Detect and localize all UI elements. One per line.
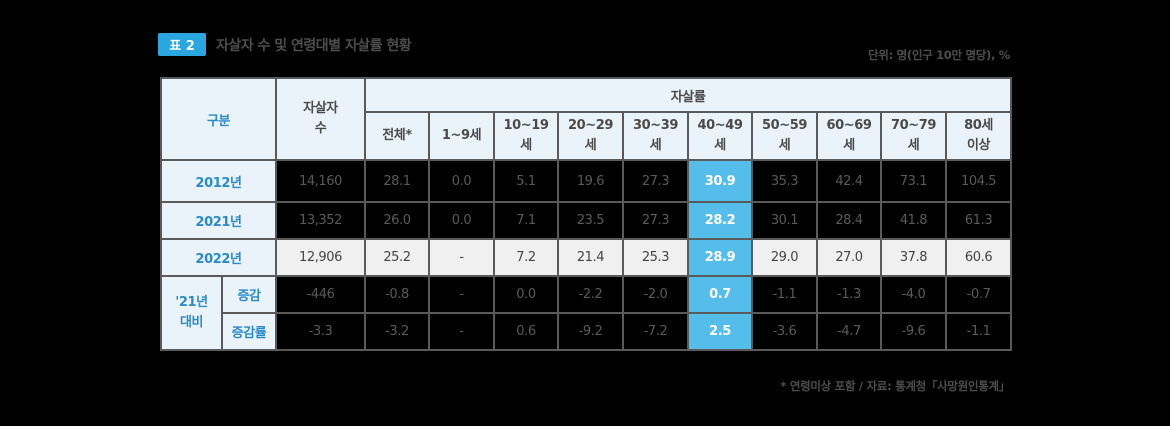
rate-cell: 0.6: [493, 312, 559, 351]
rate-cell: -1.3: [816, 275, 882, 314]
rate-cell: 25.2: [364, 238, 430, 277]
header-rate-col: 70~79 세: [880, 111, 947, 161]
row-label: 2022년: [160, 238, 277, 277]
rate-cell: -: [428, 275, 495, 314]
rate-cell: 2.5: [687, 312, 753, 351]
table-row: '21년 대비 증감 -446 -0.8-0.0 -2.2 -2.0 0.7 -1.1 -1.3-…: [160, 275, 1013, 351]
rate-cell: 30.1: [751, 201, 818, 240]
rate-cell: 27.3: [622, 159, 689, 203]
rate-cell: 25.3: [622, 238, 689, 277]
row-label: 2012년: [160, 159, 277, 203]
rate-cell: -1.1: [751, 275, 818, 314]
table-row: 2012년 14,160 28.1 0.0 5.1 19.6 27.3 30.9 35.3 42.…: [160, 159, 1013, 203]
compare-row-label: 증감: [221, 275, 277, 314]
header-category: 구분: [160, 77, 277, 161]
header-rate-col: 전체*: [364, 111, 430, 161]
header-suicide-rate: 자살률: [363, 77, 1013, 113]
rate-cell: -0.8: [364, 275, 430, 314]
table-title-bar: 표 2 자살자 수 및 연령대별 자살률 현황: [158, 33, 412, 56]
rate-cell: 42.4: [816, 159, 882, 203]
rate-cell: 26.0: [364, 201, 430, 240]
rate-cell: 61.3: [944, 201, 1013, 240]
rate-cell: 23.5: [557, 201, 624, 240]
suicide-count-cell: -3.3: [275, 312, 366, 351]
rate-cell: 29.0: [751, 238, 818, 277]
rate-cell: -9.6: [880, 312, 947, 351]
rate-cell: 21.4: [557, 238, 624, 277]
rate-cell: 5.1: [493, 159, 559, 203]
rate-cell: -4.7: [816, 312, 882, 351]
suicide-count-cell: 12,906: [275, 238, 366, 277]
rate-cell: 60.6: [944, 238, 1013, 277]
rate-cell: 0.7: [687, 275, 753, 314]
rate-header-row: 전체* 1~9세 10~19 세 20~29 세 30~39 세 40~49 세 50~59 세 60~…: [161, 111, 1013, 161]
suicide-count-cell: 14,160: [275, 159, 366, 203]
suicide-count-cell: -446: [275, 275, 366, 314]
rate-cell: 7.1: [493, 201, 559, 240]
compare-row-label: 증감률: [221, 312, 277, 351]
rate-cell: -9.2: [557, 312, 624, 351]
rate-cell: -0.7: [944, 275, 1013, 314]
rate-cell: 28.1: [364, 159, 430, 203]
rate-cell: 41.8: [880, 201, 947, 240]
rate-cell: -4.0: [880, 275, 947, 314]
rate-cell: 28.9: [687, 238, 753, 277]
rate-cell: 27.0: [816, 238, 882, 277]
header-rate-col: 20~29 세: [557, 111, 624, 161]
header-rate-col: 10~19 세: [493, 111, 559, 161]
rate-cell: -2.0: [622, 275, 689, 314]
footnote: * 연령미상 포함 / 자료: 통계청「사망원인통계」: [780, 379, 1010, 393]
compare-group-label: '21년 대비: [160, 275, 223, 351]
header-rate-col: 30~39 세: [622, 111, 689, 161]
rate-cell: 19.6: [557, 159, 624, 203]
header-rate-col: 50~59 세: [751, 111, 818, 161]
rate-cell: 28.2: [687, 201, 753, 240]
rate-cell: 0.0: [428, 201, 495, 240]
rate-cell: 104.5: [944, 159, 1013, 203]
rate-cell: 37.8: [880, 238, 947, 277]
header-rate-col: 80세 이상: [944, 111, 1013, 161]
suicide-stats-table: 구분 자살자 수 자살률 전체* 1~9세 10~19 세 20~29 세 30~39 세 40…: [160, 77, 1013, 351]
table-row: 2022년 12,906 25.2-7.2 21.4 25.3 28.9 29.0 27.0 3…: [160, 238, 1013, 277]
header-rate-col: 40~49 세: [687, 111, 753, 161]
rate-cell: 73.1: [880, 159, 947, 203]
rate-cell: -2.2: [557, 275, 624, 314]
rate-cell: 7.2: [493, 238, 559, 277]
rate-cell: 30.9: [687, 159, 753, 203]
rate-cell: -3.6: [751, 312, 818, 351]
table-row: 2021년 13,352 26.0 0.0 7.1 23.5 27.3 28.2 30.1 28.…: [160, 201, 1013, 240]
rate-cell: -3.2: [364, 312, 430, 351]
rate-cell: 35.3: [751, 159, 818, 203]
rate-cell: -: [428, 312, 495, 351]
rate-cell: -7.2: [622, 312, 689, 351]
rate-cell: 0.0: [428, 159, 495, 203]
header-rate-col: 1~9세: [428, 111, 495, 161]
row-label: 2021년: [160, 201, 277, 240]
table-number-badge: 표 2: [158, 33, 206, 56]
header-rate-col: 60~69 세: [816, 111, 882, 161]
table-row: 증감률 -3.3 -3.2-0.6 -9.2 -7.2 2.5 -3.6 -4.7 -9.6 -1…: [161, 312, 1013, 351]
rate-cell: 27.3: [622, 201, 689, 240]
rate-cell: 28.4: [816, 201, 882, 240]
suicide-count-cell: 13,352: [275, 201, 366, 240]
rate-cell: 0.0: [493, 275, 559, 314]
table-title: 자살자 수 및 연령대별 자살률 현황: [216, 37, 412, 54]
rate-cell: -: [428, 238, 495, 277]
header-suicide-count: 자살자 수: [275, 77, 366, 161]
unit-label: 단위: 명(인구 10만 명당), %: [868, 48, 1010, 62]
rate-cell: -1.1: [944, 312, 1013, 351]
